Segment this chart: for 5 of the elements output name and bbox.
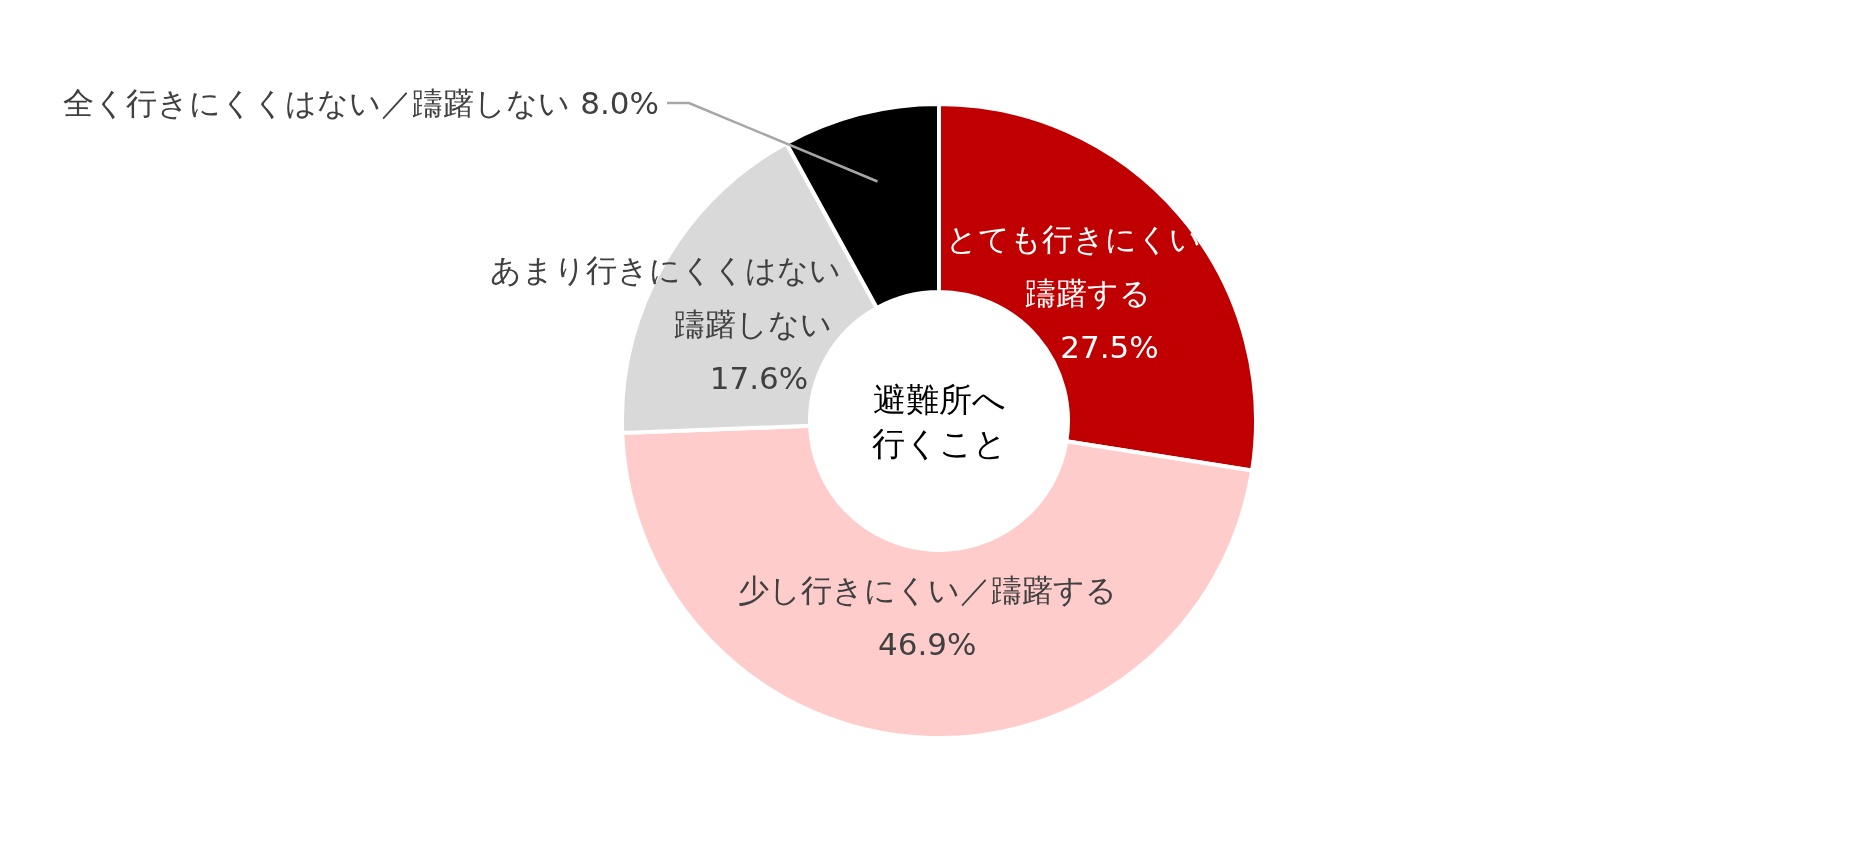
slice-label: あまり行きにくくはない躊躇しない 17.6%	[490, 252, 842, 396]
slice-label: 少し行きにくい／躊躇する 46.9%	[737, 572, 1117, 663]
slice-label: とても行きにくい躊躇する 27.5%	[945, 221, 1201, 366]
center-title: 避難所へ行くこと	[871, 379, 1007, 463]
slice-label: 全く行きにくくはない／躊躇しない 8.0%	[63, 84, 659, 121]
